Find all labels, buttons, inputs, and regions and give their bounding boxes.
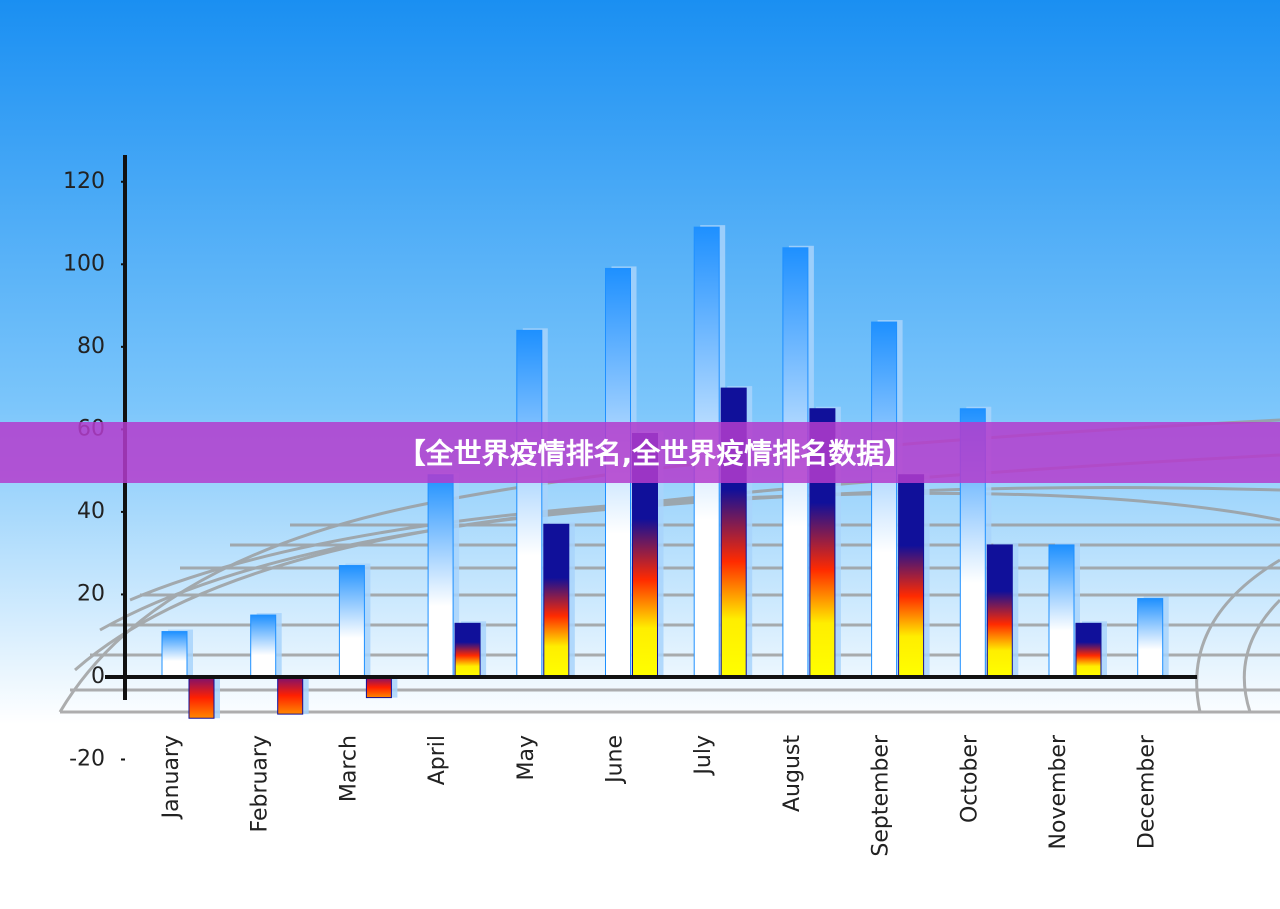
bar <box>1075 622 1102 678</box>
x-tick-label: December <box>1135 734 1160 849</box>
x-tick-label: November <box>1046 734 1071 849</box>
bar <box>188 676 215 719</box>
bar <box>277 676 304 715</box>
x-tick-label: June <box>603 735 628 785</box>
y-tick-label: 80 <box>77 334 105 359</box>
banner <box>0 422 1280 483</box>
bar <box>250 614 277 678</box>
x-tick-label: October <box>957 734 982 823</box>
x-tick-label: February <box>248 735 273 833</box>
y-tick-label: 40 <box>77 499 105 524</box>
bar <box>338 565 365 678</box>
bar <box>161 631 188 678</box>
bar <box>1137 598 1164 678</box>
bar <box>871 321 898 678</box>
y-tick-label: 100 <box>63 251 105 276</box>
x-tick-label: July <box>691 735 716 777</box>
x-tick-label: May <box>514 735 539 780</box>
bar <box>543 523 570 678</box>
bar <box>1048 544 1075 678</box>
bar <box>898 474 925 678</box>
x-tick-label: August <box>780 735 805 812</box>
x-tick-label: April <box>425 735 450 785</box>
banner-text: 【全世界疫情排名,全世界疫情排名数据】 <box>398 437 913 470</box>
bar <box>365 676 392 699</box>
bar <box>986 544 1013 678</box>
bar <box>516 329 543 678</box>
y-tick-label: 120 <box>63 169 105 194</box>
x-tick-label: March <box>336 735 361 802</box>
x-tick-label: September <box>869 734 894 857</box>
y-tick-label: 0 <box>91 664 105 689</box>
bar <box>454 622 481 678</box>
x-tick-label: January <box>159 735 184 820</box>
y-tick-label: 20 <box>77 581 105 606</box>
y-tick-label: -20 <box>69 747 105 772</box>
bar <box>427 474 454 678</box>
